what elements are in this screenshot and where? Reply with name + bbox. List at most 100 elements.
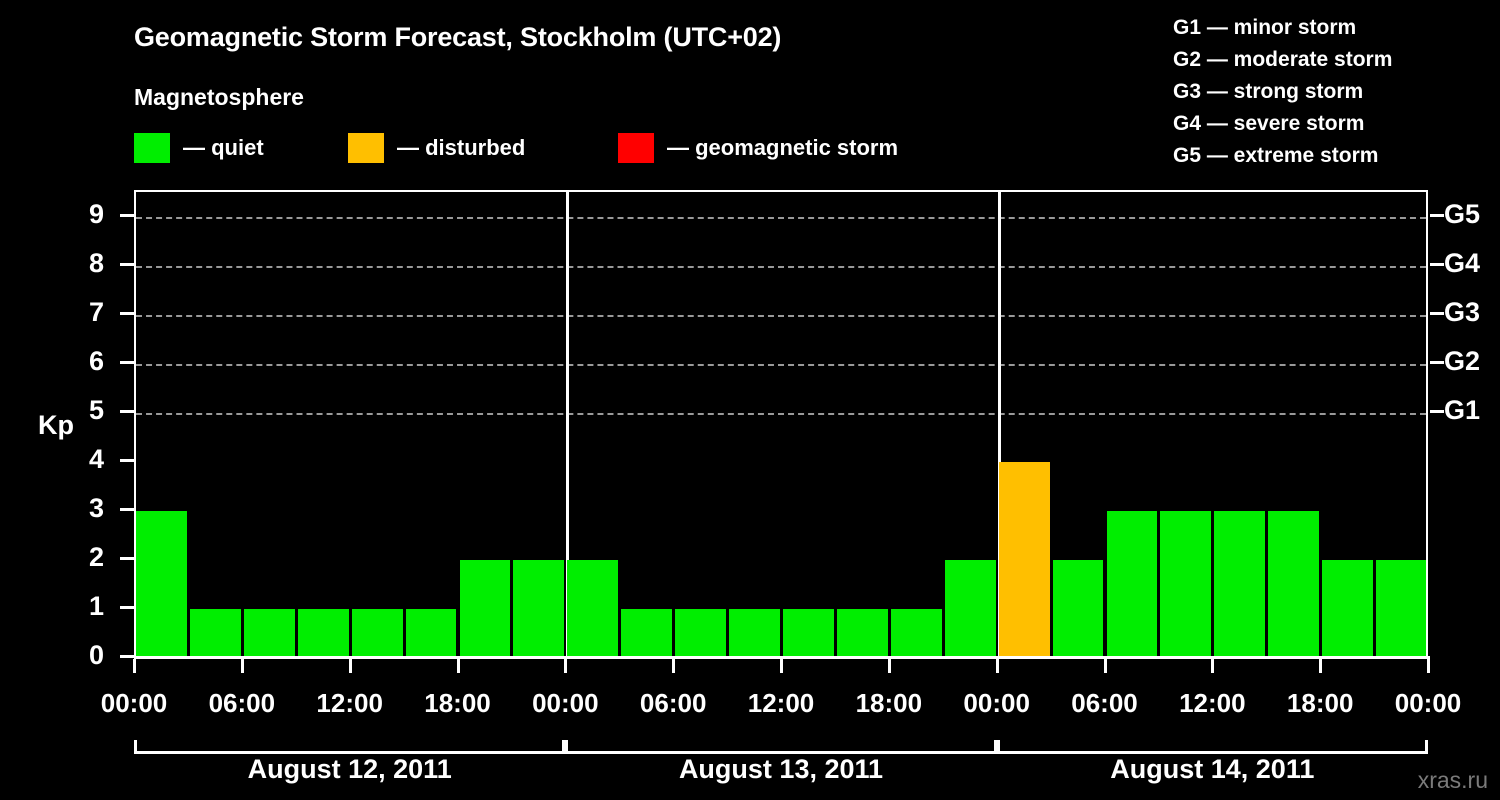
- x-tick-label-10: 12:00: [1179, 688, 1246, 718]
- date-bracket-2: [565, 740, 997, 754]
- legend-item-label: — disturbed: [397, 135, 526, 160]
- legend-item-label: — quiet: [183, 135, 264, 160]
- y-tick-mark-1: [120, 605, 134, 609]
- gridline-kp-7: [136, 314, 1426, 317]
- x-tick-mark-3: [456, 659, 460, 673]
- y-tick-label-1: 1: [88, 590, 104, 621]
- bar-kp: [1052, 559, 1104, 658]
- x-tick-mark-4: [564, 659, 568, 673]
- g-scale-row-3: G3 — strong storm: [1173, 80, 1364, 103]
- bar-kp: [729, 608, 780, 658]
- chart-plot-inner: [136, 192, 1426, 658]
- bar-kp: [1322, 559, 1374, 658]
- x-tick-label-1: 06:00: [208, 688, 276, 718]
- legend-item-1: — disturbed: [348, 133, 525, 163]
- g-tick-mark-G4: [1430, 262, 1444, 266]
- y-tick-label-7: 7: [88, 296, 104, 327]
- bar-kp: [998, 461, 1050, 658]
- bar-kp: [405, 608, 457, 658]
- chart-plot-area: [134, 190, 1428, 658]
- bar-kp: [459, 559, 511, 658]
- x-tick-mark-7: [887, 659, 891, 673]
- y-tick-label-0: 0: [88, 640, 104, 670]
- x-tick-mark-11: [1319, 659, 1323, 673]
- y-tick-mark-8: [120, 262, 134, 266]
- date-label-1: August 12, 2011: [247, 754, 452, 784]
- page-title: Geomagnetic Storm Forecast, Stockholm (U…: [134, 22, 782, 52]
- legend-swatch-icon: [134, 133, 170, 163]
- g-scale-legend: G1 — minor storm G2 — moderate storm G3 — …: [1173, 12, 1483, 172]
- date-bracket-1: [134, 740, 566, 754]
- y-axis-title: Kp: [38, 410, 74, 440]
- y-tick-mark-2: [120, 556, 134, 560]
- bar-kp: [351, 608, 403, 658]
- y-tick-mark-5: [120, 409, 134, 413]
- g-tick-label-G3: G3: [1444, 296, 1481, 327]
- y-tick-mark-7: [120, 311, 134, 315]
- x-tick-label-9: 06:00: [1071, 688, 1138, 718]
- y-tick-label-4: 4: [88, 443, 104, 474]
- bar-kp: [567, 559, 619, 658]
- bar-kp: [1160, 510, 1212, 658]
- x-tick-mark-2: [348, 659, 352, 673]
- g-scale-row-4: G4 — severe storm: [1173, 112, 1365, 135]
- y-tick-label-3: 3: [88, 492, 104, 523]
- x-tick-mark-5: [672, 659, 676, 673]
- x-tick-mark-10: [1211, 659, 1215, 673]
- g-tick-mark-G1: [1430, 409, 1444, 413]
- y-tick-label-9: 9: [88, 198, 104, 229]
- g-tick-label-G4: G4: [1444, 247, 1481, 278]
- bar-kp: [189, 608, 241, 658]
- y-tick-label-8: 8: [88, 247, 104, 278]
- bar-kp: [243, 608, 295, 658]
- y-tick-mark-9: [120, 213, 134, 217]
- y-tick-mark-0: [120, 655, 134, 658]
- g-scale-row-1: G1 — minor storm: [1173, 16, 1357, 39]
- g-tick-mark-G2: [1430, 360, 1444, 364]
- x-tick-label-12: 00:00: [1394, 688, 1462, 718]
- bar-kp: [675, 608, 727, 658]
- date-label-3: August 14, 2011: [1110, 754, 1315, 784]
- x-tick-label-5: 06:00: [639, 688, 707, 718]
- date-label-2: August 13, 2011: [678, 754, 884, 784]
- x-tick-mark-9: [1103, 659, 1107, 673]
- bar-kp: [1214, 510, 1266, 658]
- x-tick-label-4: 00:00: [532, 688, 599, 718]
- legend-swatch-icon: [618, 133, 654, 163]
- gridline-kp-6: [136, 363, 1426, 366]
- x-tick-label-7: 18:00: [855, 688, 923, 718]
- bar-kp: [890, 608, 942, 658]
- x-tick-mark-12: [1427, 659, 1430, 673]
- bar-kp: [136, 510, 187, 658]
- day-separator-1: [566, 192, 570, 658]
- g-tick-mark-G3: [1430, 311, 1444, 315]
- day-separator-2: [997, 192, 1001, 658]
- y-tick-mark-6: [120, 360, 134, 364]
- x-tick-label-2: 12:00: [316, 688, 383, 718]
- legend-item-0: — quiet: [134, 133, 264, 163]
- bar-kp: [621, 608, 673, 658]
- bar-kp: [836, 608, 888, 658]
- x-tick-mark-1: [240, 659, 244, 673]
- g-tick-label-G2: G2: [1444, 345, 1481, 376]
- x-tick-label-11: 18:00: [1286, 688, 1354, 718]
- y-tick-label-5: 5: [88, 394, 104, 425]
- gridline-kp-9: [136, 216, 1426, 219]
- y-tick-label-2: 2: [88, 541, 104, 572]
- bar-kp: [1106, 510, 1158, 658]
- g-scale-row-5: G5 — extreme storm: [1173, 144, 1379, 167]
- g-tick-label-G1: G1: [1444, 394, 1481, 425]
- bar-kp: [1268, 510, 1320, 658]
- x-tick-mark-0: [133, 659, 136, 673]
- x-axis-baseline: [134, 656, 1430, 659]
- legend-swatch-icon: [348, 133, 384, 163]
- bar-kp: [783, 608, 834, 658]
- legend-item-2: — geomagnetic storm: [618, 133, 898, 163]
- y-tick-mark-3: [120, 507, 134, 511]
- bar-kp: [944, 559, 996, 658]
- date-bracket-3: [996, 740, 1428, 754]
- bar-kp: [1376, 559, 1426, 658]
- x-tick-label-6: 12:00: [747, 688, 815, 718]
- gridline-kp-8: [136, 265, 1426, 268]
- y-tick-label-6: 6: [88, 345, 104, 376]
